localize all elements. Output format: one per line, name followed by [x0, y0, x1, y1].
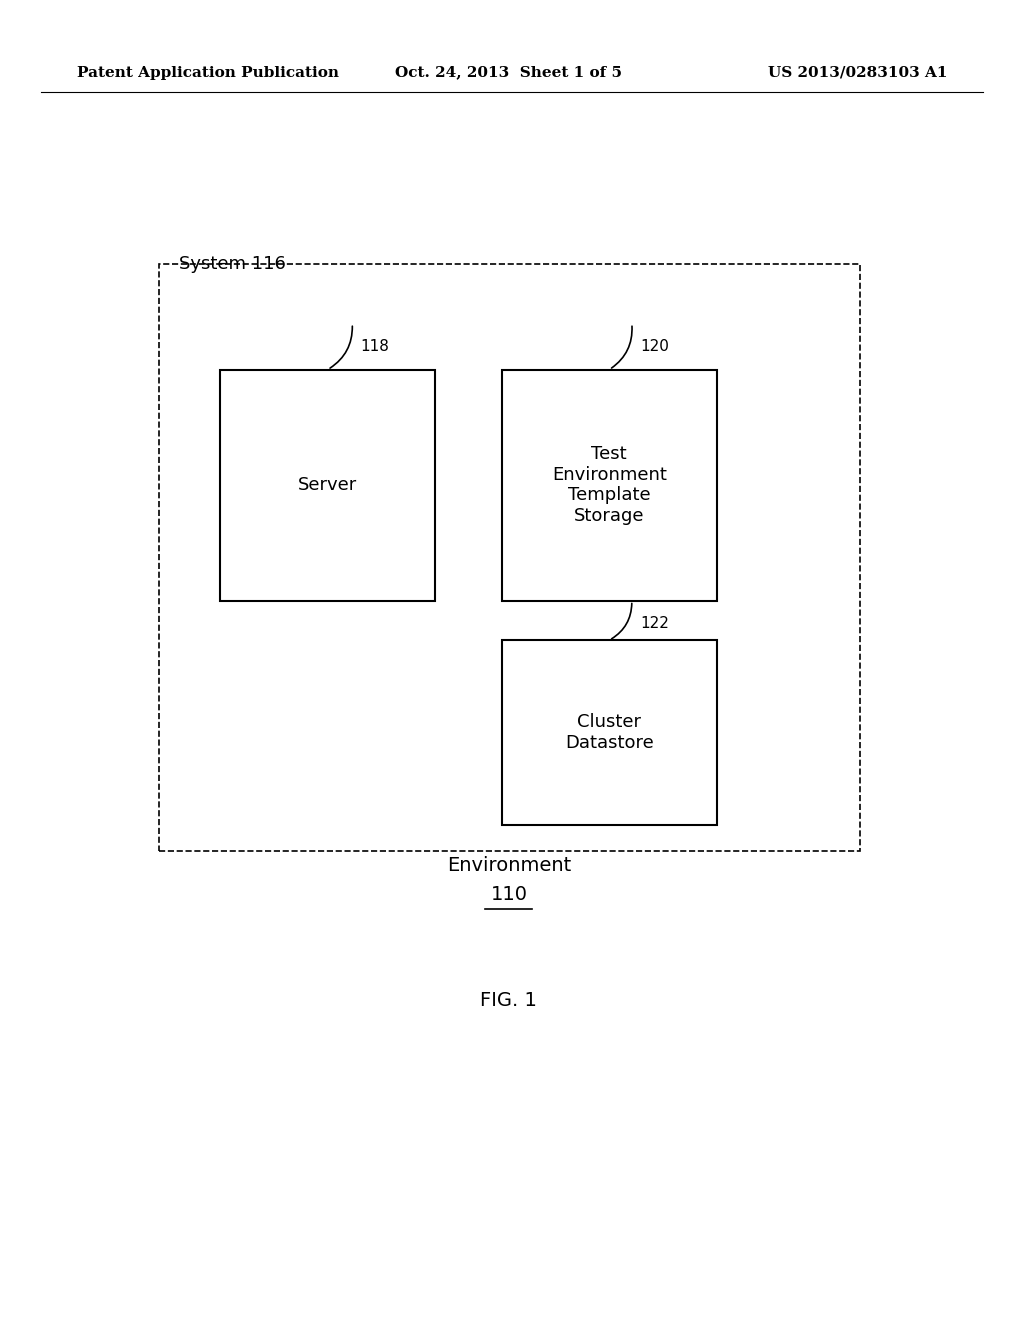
- Text: Patent Application Publication: Patent Application Publication: [77, 66, 339, 79]
- Text: 120: 120: [640, 339, 669, 354]
- Bar: [502, 640, 717, 825]
- Bar: [220, 370, 435, 601]
- Text: FIG. 1: FIG. 1: [480, 991, 538, 1010]
- Text: Environment: Environment: [446, 857, 571, 875]
- Bar: [159, 264, 860, 851]
- Text: US 2013/0283103 A1: US 2013/0283103 A1: [768, 66, 947, 79]
- Text: Test
Environment
Template
Storage: Test Environment Template Storage: [552, 445, 667, 525]
- Text: 118: 118: [360, 339, 389, 354]
- Text: Oct. 24, 2013  Sheet 1 of 5: Oct. 24, 2013 Sheet 1 of 5: [395, 66, 623, 79]
- Text: Cluster
Datastore: Cluster Datastore: [565, 713, 653, 752]
- Bar: [502, 370, 717, 601]
- Text: 122: 122: [640, 616, 669, 631]
- Text: Server: Server: [298, 477, 357, 494]
- Text: 110: 110: [490, 886, 527, 904]
- Text: System 116: System 116: [179, 255, 286, 273]
